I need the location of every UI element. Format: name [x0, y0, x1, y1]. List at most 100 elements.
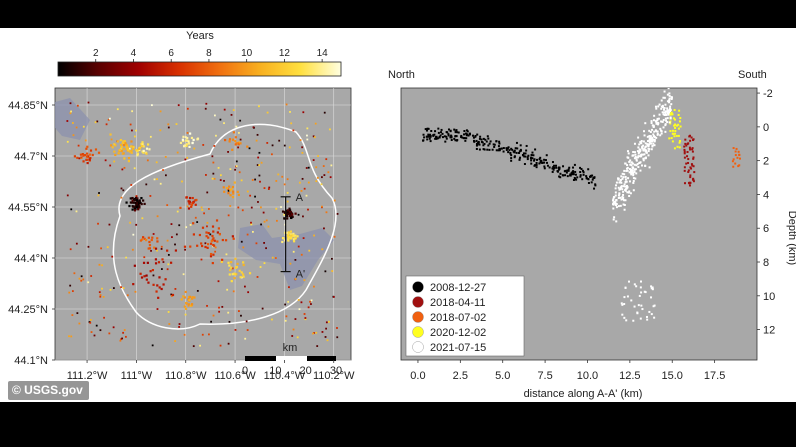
map-point-background: [329, 176, 332, 179]
map-point: [187, 200, 190, 203]
map-point-background: [202, 144, 205, 146]
map-point-background: [231, 267, 234, 270]
map-point-background: [99, 329, 102, 332]
map-point: [126, 147, 129, 150]
xs-point: [456, 139, 459, 142]
legend-label: 2021-07-15: [430, 342, 486, 354]
xs-point: [425, 135, 428, 138]
map-point: [182, 139, 185, 143]
map-point: [130, 140, 133, 143]
xs-point: [453, 137, 456, 140]
map-point-background: [166, 204, 169, 207]
map-point-background: [289, 262, 292, 265]
map-point: [193, 296, 196, 299]
xs-point: [573, 163, 576, 166]
map-point-background: [120, 338, 123, 341]
map-point: [153, 246, 156, 249]
xs-point: [649, 142, 652, 145]
credit-badge: © USGS.gov: [8, 381, 89, 400]
xs-point: [487, 144, 490, 147]
map-point-background: [108, 223, 111, 226]
scale-bar-tick-label: 0: [242, 365, 248, 377]
xs-point: [619, 179, 622, 182]
xs-point: [543, 165, 546, 168]
xs-point: [617, 194, 620, 197]
xs-point: [422, 139, 425, 142]
colorbar-tick-label: 10: [241, 48, 253, 59]
map-point-background: [266, 142, 269, 144]
map-point-background: [254, 195, 256, 198]
map-point: [283, 239, 287, 242]
map-y-tick-label: 44.55°N: [8, 202, 48, 214]
map-point-background: [230, 113, 233, 116]
xs-point: [443, 135, 446, 138]
map-point-background: [186, 107, 189, 110]
xs-point: [659, 127, 662, 130]
legend-marker: [412, 311, 424, 323]
map-point: [227, 261, 230, 264]
xs-point: [478, 137, 481, 140]
xs-point: [453, 128, 456, 131]
map-point: [141, 143, 144, 146]
xs-point: [621, 177, 624, 180]
xs-point: [642, 153, 645, 156]
xs-point: [567, 169, 570, 172]
xs-point: [632, 154, 635, 157]
map-point: [239, 142, 242, 145]
xs-point: [573, 176, 576, 179]
xs-point: [655, 121, 658, 124]
map-point-background: [258, 174, 261, 177]
map-point: [191, 196, 194, 200]
map-point-background: [207, 208, 210, 210]
xs-point: [669, 130, 672, 133]
map-point: [288, 207, 291, 210]
xs-point: [645, 315, 648, 318]
map-point: [111, 146, 114, 149]
xs-point: [579, 175, 582, 178]
map-point-background: [321, 248, 324, 251]
xs-point: [662, 126, 665, 129]
map-point-background: [303, 313, 306, 315]
xs-point: [647, 147, 650, 150]
xs-point: [612, 201, 615, 204]
xs-point: [508, 149, 511, 152]
map-point-background: [223, 179, 225, 182]
map-point: [192, 222, 195, 225]
map-x-tick-label: 110.6°W: [214, 370, 256, 382]
xs-point: [649, 139, 652, 142]
map-point: [229, 189, 232, 192]
map-point: [291, 213, 294, 216]
xs-point: [465, 137, 468, 140]
map-point-background: [174, 243, 176, 246]
map-point-background: [212, 245, 214, 248]
xs-point: [422, 133, 425, 136]
map-point-background: [170, 223, 173, 225]
map-point-background: [103, 316, 105, 319]
cross-section-line: A A': [280, 192, 305, 281]
map-point-background: [246, 329, 249, 331]
xs-point: [655, 136, 658, 139]
map-point: [85, 152, 89, 155]
map-point: [182, 135, 185, 138]
map-point: [235, 142, 238, 145]
map-point-background: [135, 223, 138, 226]
map-point: [97, 151, 101, 154]
map-point-background: [308, 249, 311, 252]
map-point-background: [66, 120, 69, 122]
map-point-background: [239, 138, 242, 141]
map-point: [238, 141, 241, 144]
map-point: [110, 144, 113, 147]
xs-point: [566, 175, 569, 178]
map-point: [162, 283, 165, 286]
map-point-background: [104, 159, 107, 162]
xs-point: [624, 162, 627, 165]
xs-point: [593, 187, 596, 190]
xs-point: [648, 310, 651, 313]
xs-point: [618, 181, 621, 184]
xs-point: [626, 166, 629, 169]
xs-point: [691, 150, 694, 153]
xs-point: [574, 177, 577, 180]
map-point: [80, 156, 83, 159]
xs-point: [633, 163, 636, 166]
xs-point: [622, 176, 625, 179]
